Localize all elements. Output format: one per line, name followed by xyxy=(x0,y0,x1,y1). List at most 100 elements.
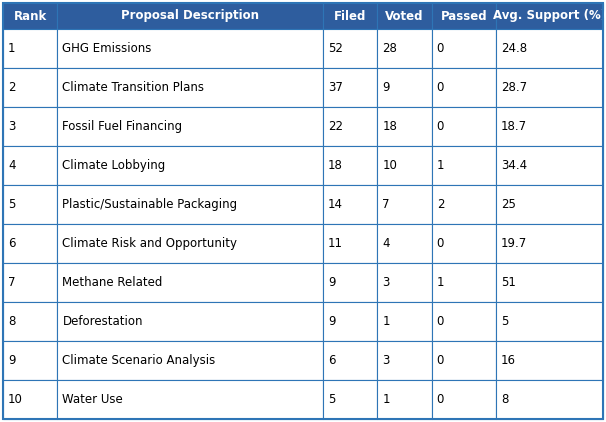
Bar xyxy=(58,263,323,302)
Text: 22: 22 xyxy=(328,120,343,133)
Bar xyxy=(431,263,496,302)
Text: 16: 16 xyxy=(501,354,516,367)
Bar xyxy=(378,29,431,68)
Text: 10: 10 xyxy=(382,159,397,172)
Text: 14: 14 xyxy=(328,198,343,211)
Text: Voted: Voted xyxy=(385,10,424,22)
Bar xyxy=(431,224,496,263)
Bar xyxy=(3,3,58,29)
Bar xyxy=(431,107,496,146)
Text: Proposal Description: Proposal Description xyxy=(121,10,259,22)
Text: 0: 0 xyxy=(437,354,444,367)
Bar xyxy=(323,146,378,185)
Text: 18: 18 xyxy=(382,120,397,133)
Text: 8: 8 xyxy=(501,393,508,406)
Text: 2: 2 xyxy=(437,198,444,211)
Text: Fossil Fuel Financing: Fossil Fuel Financing xyxy=(62,120,182,133)
Bar xyxy=(496,263,603,302)
Text: 11: 11 xyxy=(328,237,343,250)
Text: 0: 0 xyxy=(437,81,444,94)
Text: 6: 6 xyxy=(328,354,335,367)
Bar xyxy=(496,224,603,263)
Bar xyxy=(3,29,58,68)
Bar xyxy=(496,107,603,146)
Text: 4: 4 xyxy=(382,237,390,250)
Bar xyxy=(496,146,603,185)
Bar xyxy=(3,302,58,341)
Bar xyxy=(58,380,323,419)
Text: 0: 0 xyxy=(437,42,444,55)
Bar xyxy=(323,68,378,107)
Bar xyxy=(431,3,496,29)
Bar xyxy=(3,224,58,263)
Text: 9: 9 xyxy=(8,354,16,367)
Bar xyxy=(378,185,431,224)
Text: GHG Emissions: GHG Emissions xyxy=(62,42,152,55)
Text: 5: 5 xyxy=(8,198,15,211)
Text: 4: 4 xyxy=(8,159,16,172)
Text: 0: 0 xyxy=(437,393,444,406)
Bar xyxy=(431,341,496,380)
Text: 0: 0 xyxy=(437,315,444,328)
Text: 6: 6 xyxy=(8,237,16,250)
Bar xyxy=(378,3,431,29)
Text: Avg. Support (%): Avg. Support (%) xyxy=(493,10,606,22)
Bar xyxy=(431,68,496,107)
Text: 7: 7 xyxy=(8,276,16,289)
Text: Climate Risk and Opportunity: Climate Risk and Opportunity xyxy=(62,237,238,250)
Text: Methane Related: Methane Related xyxy=(62,276,163,289)
Bar xyxy=(323,263,378,302)
Text: 25: 25 xyxy=(501,198,516,211)
Text: 18.7: 18.7 xyxy=(501,120,527,133)
Text: 9: 9 xyxy=(328,276,335,289)
Bar xyxy=(378,341,431,380)
Text: 52: 52 xyxy=(328,42,342,55)
Bar xyxy=(496,302,603,341)
Text: 18: 18 xyxy=(328,159,342,172)
Bar xyxy=(58,29,323,68)
Text: 1: 1 xyxy=(437,159,444,172)
Text: 5: 5 xyxy=(501,315,508,328)
Bar xyxy=(3,146,58,185)
Text: 34.4: 34.4 xyxy=(501,159,527,172)
Bar xyxy=(3,341,58,380)
Bar xyxy=(58,341,323,380)
Text: 7: 7 xyxy=(382,198,390,211)
Bar xyxy=(58,107,323,146)
Text: 9: 9 xyxy=(382,81,390,94)
Text: 3: 3 xyxy=(382,354,390,367)
Bar xyxy=(378,146,431,185)
Text: 28: 28 xyxy=(382,42,397,55)
Bar xyxy=(3,185,58,224)
Bar xyxy=(378,263,431,302)
Text: 24.8: 24.8 xyxy=(501,42,527,55)
Bar xyxy=(431,380,496,419)
Text: Water Use: Water Use xyxy=(62,393,123,406)
Bar xyxy=(431,302,496,341)
Bar xyxy=(58,224,323,263)
Text: 3: 3 xyxy=(8,120,15,133)
Text: 1: 1 xyxy=(382,393,390,406)
Bar xyxy=(378,68,431,107)
Text: 0: 0 xyxy=(437,120,444,133)
Bar xyxy=(3,380,58,419)
Bar xyxy=(323,380,378,419)
Bar xyxy=(378,107,431,146)
Text: 1: 1 xyxy=(382,315,390,328)
Text: 10: 10 xyxy=(8,393,23,406)
Text: Rank: Rank xyxy=(13,10,47,22)
Bar xyxy=(3,107,58,146)
Bar xyxy=(496,341,603,380)
Bar xyxy=(323,3,378,29)
Bar xyxy=(431,29,496,68)
Bar xyxy=(496,68,603,107)
Text: Deforestation: Deforestation xyxy=(62,315,143,328)
Bar xyxy=(3,68,58,107)
Text: 19.7: 19.7 xyxy=(501,237,527,250)
Bar xyxy=(378,224,431,263)
Text: 37: 37 xyxy=(328,81,342,94)
Text: 51: 51 xyxy=(501,276,516,289)
Text: 28.7: 28.7 xyxy=(501,81,527,94)
Text: 1: 1 xyxy=(8,42,16,55)
Bar xyxy=(323,185,378,224)
